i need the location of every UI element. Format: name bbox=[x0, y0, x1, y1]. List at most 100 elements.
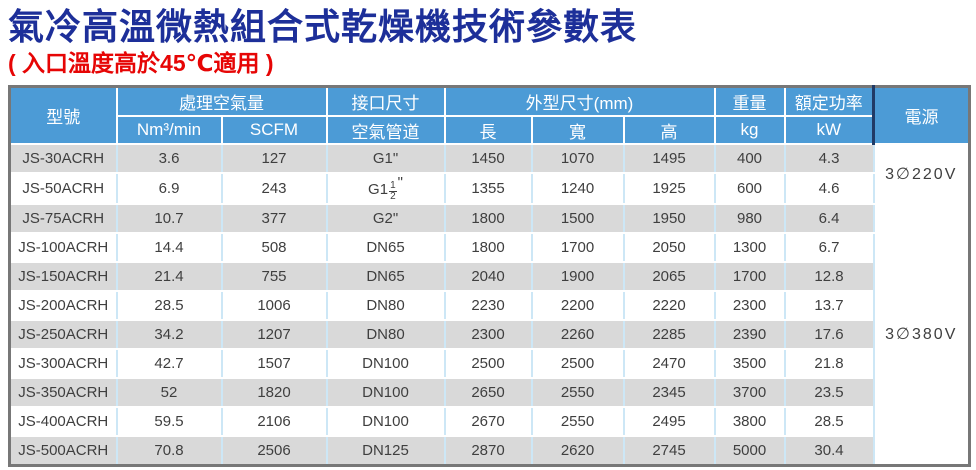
page-subtitle: ( 入口溫度高於45℃適用 ) bbox=[8, 50, 274, 77]
cell-width: 1900 bbox=[530, 260, 625, 292]
table-row: JS-100ACRH 14.4 508 DN65 1800 1700 2050 1300 6.7 bbox=[8, 231, 970, 263]
cell-length: 2300 bbox=[443, 318, 533, 350]
table-row: JS-150ACRH 21.4 755 DN65 2040 1900 2065 1700 12.… bbox=[8, 260, 970, 292]
table-row: JS-250ACRH 34.2 1207 DN80 2300 2260 2285 2390 17… bbox=[8, 318, 970, 350]
cell-scfm: 508 bbox=[220, 231, 328, 263]
cell-length: 2500 bbox=[443, 347, 533, 379]
cell-model: JS-50ACRH bbox=[8, 172, 118, 205]
cell-height: 2065 bbox=[622, 260, 716, 292]
cell-model: JS-200ACRH bbox=[8, 289, 118, 321]
cell-model: JS-30ACRH bbox=[8, 143, 118, 175]
cell-nm3min: 34.2 bbox=[115, 318, 223, 350]
page-title: 氣冷高溫微熱組合式乾燥機技術參數表 bbox=[8, 6, 638, 47]
cell-weight-kg: 3500 bbox=[713, 347, 786, 379]
cell-height: 2495 bbox=[622, 405, 716, 437]
cell-pipe-size: DN100 bbox=[325, 405, 446, 437]
cell-power-kw: 30.4 bbox=[783, 434, 875, 467]
cell-power-kw: 17.6 bbox=[783, 318, 875, 350]
cell-scfm: 2106 bbox=[220, 405, 328, 437]
cell-weight-kg: 3800 bbox=[713, 405, 786, 437]
cell-weight-kg: 2390 bbox=[713, 318, 786, 350]
cell-nm3min: 3.6 bbox=[115, 143, 223, 175]
cell-width: 2260 bbox=[530, 318, 625, 350]
col-header-supply: 電源 bbox=[872, 85, 971, 146]
cell-pipe-size: G1 1 2 " bbox=[325, 172, 446, 205]
col-header-weight-group: 重量 bbox=[713, 85, 786, 118]
cell-height: 2745 bbox=[622, 434, 716, 467]
cell-nm3min: 21.4 bbox=[115, 260, 223, 292]
cell-weight-kg: 1700 bbox=[713, 260, 786, 292]
cell-height: 2050 bbox=[622, 231, 716, 263]
cell-width: 2550 bbox=[530, 376, 625, 408]
cell-weight-kg: 600 bbox=[713, 172, 786, 205]
cell-scfm: 1507 bbox=[220, 347, 328, 379]
cell-weight-kg: 5000 bbox=[713, 434, 786, 467]
cell-height: 1495 bbox=[622, 143, 716, 175]
cell-nm3min: 10.7 bbox=[115, 202, 223, 234]
cell-model: JS-100ACRH bbox=[8, 231, 118, 263]
cell-height: 2285 bbox=[622, 318, 716, 350]
cell-width: 2200 bbox=[530, 289, 625, 321]
cell-model: JS-75ACRH bbox=[8, 202, 118, 234]
cell-length: 2040 bbox=[443, 260, 533, 292]
table-row: JS-500ACRH 70.8 2506 DN125 2870 2620 2745 5000 3… bbox=[8, 434, 970, 467]
cell-width: 2620 bbox=[530, 434, 625, 467]
cell-nm3min: 70.8 bbox=[115, 434, 223, 467]
cell-height: 2345 bbox=[622, 376, 716, 408]
cell-width: 1700 bbox=[530, 231, 625, 263]
cell-pipe-size: G2" bbox=[325, 202, 446, 234]
cell-width: 1500 bbox=[530, 202, 625, 234]
header-row-units: Nm³/min SCFM 空氣管道 長 寬 高 kg kW bbox=[10, 115, 970, 146]
cell-model: JS-250ACRH bbox=[8, 318, 118, 350]
cell-power-kw: 6.4 bbox=[783, 202, 875, 234]
cell-weight-kg: 980 bbox=[713, 202, 786, 234]
cell-weight-kg: 2300 bbox=[713, 289, 786, 321]
col-header-scfm: SCFM bbox=[220, 115, 328, 146]
cell-power-kw: 6.7 bbox=[783, 231, 875, 263]
cell-pipe-size: DN65 bbox=[325, 231, 446, 263]
cell-nm3min: 28.5 bbox=[115, 289, 223, 321]
cell-weight-kg: 3700 bbox=[713, 376, 786, 408]
cell-model: JS-150ACRH bbox=[8, 260, 118, 292]
table-header: 型號 處理空氣量 接口尺寸 外型尺寸(mm) 重量 額定功率 電源 Nm³/mi… bbox=[8, 85, 971, 146]
pipe-size-suffix: " bbox=[397, 174, 403, 192]
col-header-width: 寬 bbox=[530, 115, 625, 146]
cell-pipe-size: DN125 bbox=[325, 434, 446, 467]
cell-nm3min: 14.4 bbox=[115, 231, 223, 263]
cell-nm3min: 59.5 bbox=[115, 405, 223, 437]
table-row: JS-50ACRH 6.9 243 G1 1 2 " 1355 1240 1925 600 4.6 bbox=[8, 172, 970, 205]
cell-height: 1925 bbox=[622, 172, 716, 205]
cell-weight-kg: 1300 bbox=[713, 231, 786, 263]
cell-nm3min: 6.9 bbox=[115, 172, 223, 205]
cell-power-kw: 21.8 bbox=[783, 347, 875, 379]
cell-power-supply: 3∅380V bbox=[872, 202, 971, 467]
cell-length: 2870 bbox=[443, 434, 533, 467]
cell-scfm: 755 bbox=[220, 260, 328, 292]
cell-nm3min: 52 bbox=[115, 376, 223, 408]
cell-scfm: 1006 bbox=[220, 289, 328, 321]
cell-pipe-size: DN65 bbox=[325, 260, 446, 292]
cell-model: JS-300ACRH bbox=[8, 347, 118, 379]
cell-pipe-size: DN80 bbox=[325, 289, 446, 321]
cell-nm3min: 42.7 bbox=[115, 347, 223, 379]
cell-width: 2550 bbox=[530, 405, 625, 437]
cell-scfm: 127 bbox=[220, 143, 328, 175]
cell-power-kw: 4.3 bbox=[783, 143, 875, 175]
cell-height: 2470 bbox=[622, 347, 716, 379]
table-row: JS-30ACRH 3.6 127 G1" 1450 1070 1495 400 4.3 3∅22… bbox=[8, 143, 971, 205]
cell-height: 1950 bbox=[622, 202, 716, 234]
header-row-groups: 型號 處理空氣量 接口尺寸 外型尺寸(mm) 重量 額定功率 電源 bbox=[8, 85, 971, 146]
col-header-model: 型號 bbox=[8, 85, 118, 146]
cell-length: 1450 bbox=[443, 143, 533, 175]
cell-model: JS-400ACRH bbox=[8, 405, 118, 437]
cell-model: JS-350ACRH bbox=[8, 376, 118, 408]
cell-length: 1800 bbox=[443, 231, 533, 263]
cell-width: 1240 bbox=[530, 172, 625, 205]
cell-height: 2220 bbox=[622, 289, 716, 321]
cell-pipe-size: G1" bbox=[325, 143, 446, 175]
cell-scfm: 2506 bbox=[220, 434, 328, 467]
cell-pipe-size: DN80 bbox=[325, 318, 446, 350]
col-header-air-pipe: 空氣管道 bbox=[325, 115, 446, 146]
col-header-height: 高 bbox=[622, 115, 716, 146]
